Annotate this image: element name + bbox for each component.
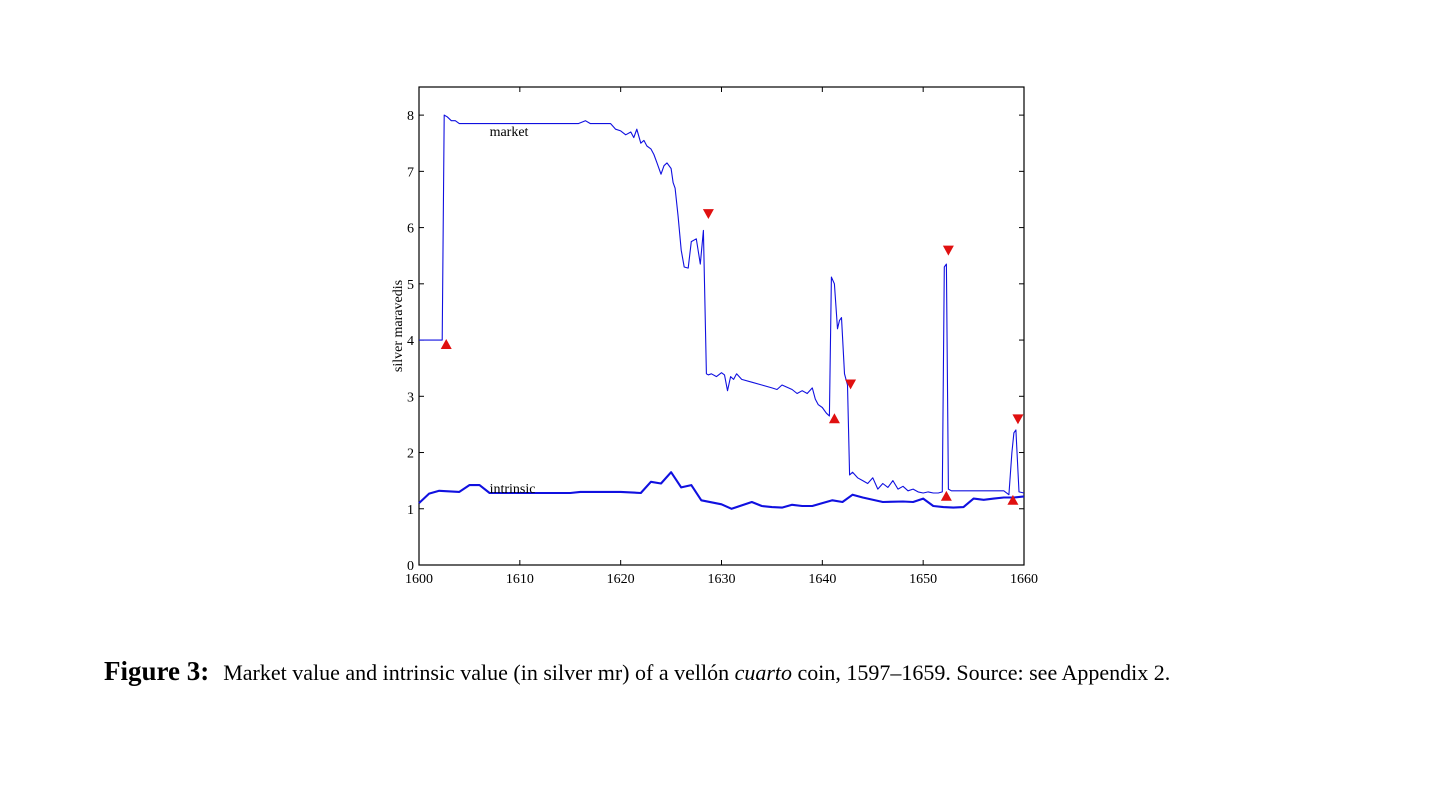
y-tick-label: 5: [407, 278, 414, 293]
x-tick-label: 1610: [506, 572, 534, 587]
y-tick-label: 2: [407, 447, 414, 462]
y-tick-label: 7: [407, 165, 414, 180]
triangle-up-marker: [1007, 494, 1019, 505]
y-tick-label: 1: [407, 503, 414, 518]
triangle-down-marker: [1012, 414, 1024, 425]
triangle-down-marker: [845, 379, 857, 390]
caption-text-end: coin, 1597–1659. Source: see Appendix 2.: [792, 660, 1171, 685]
y-tick-label: 4: [407, 334, 414, 349]
series-layer: [418, 114, 1025, 510]
x-tick-label: 1620: [607, 572, 635, 587]
y-axis-ticks: 0 1 2 3 4 5 6 7 8: [407, 109, 1024, 574]
y-tick-label: 8: [407, 109, 414, 124]
series-annotation: market: [490, 125, 529, 140]
x-axis-ticks: 1600 1610 1620 1630 1640 1650 1660: [405, 87, 1038, 587]
annotation-layer: market intrinsic: [490, 125, 536, 497]
series-annotation: intrinsic: [490, 482, 536, 497]
series-line-market: [419, 114, 1025, 496]
y-tick-label: 0: [407, 559, 414, 574]
line-chart: 1600 1610 1620 1630 1640 1650 1660 0 1 2 3 4 5 6 7 8 m…: [391, 86, 1038, 587]
figure-caption: Figure 3: Market value and intrinsic valu…: [104, 658, 1344, 686]
triangle-up-marker: [828, 413, 840, 424]
y-tick-label: 3: [407, 390, 414, 405]
x-tick-label: 1650: [909, 572, 937, 587]
triangle-down-marker: [702, 209, 714, 220]
plot-area: [418, 86, 1025, 566]
x-tick-label: 1600: [405, 572, 433, 587]
y-axis-label: silver maravedis: [391, 280, 406, 372]
x-tick-label: 1630: [708, 572, 736, 587]
triangle-up-marker: [940, 490, 952, 501]
caption-italic-text: cuarto: [734, 660, 793, 685]
triangle-up-marker: [440, 339, 452, 349]
series-line-intrinsic: [418, 471, 1025, 510]
marker-layer: [440, 209, 1024, 505]
x-tick-label: 1660: [1010, 572, 1038, 587]
triangle-down-marker: [942, 245, 954, 256]
caption-label: Figure 3:: [104, 656, 210, 686]
x-tick-label: 1640: [808, 572, 836, 587]
y-tick-label: 6: [407, 222, 414, 237]
caption-text: Market value and intrinsic value (in sil…: [223, 660, 735, 685]
